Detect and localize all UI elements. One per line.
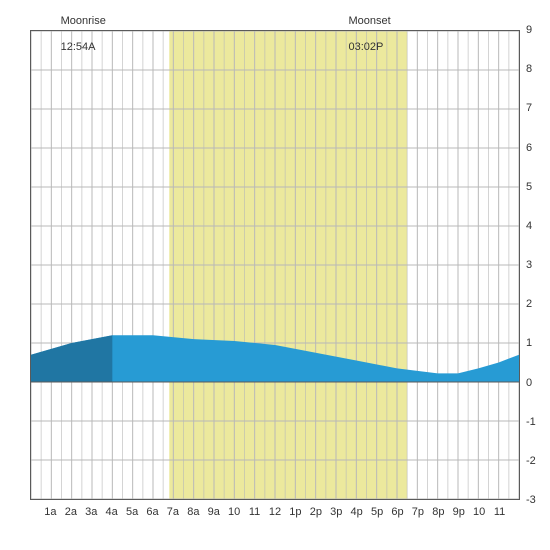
- x-tick-label: 9p: [453, 506, 465, 518]
- x-tick-label: 2p: [310, 506, 322, 518]
- moonset-label: Moonset 03:02P: [336, 2, 390, 67]
- y-tick-label: 9: [526, 24, 532, 36]
- y-tick-label: -1: [526, 416, 536, 428]
- x-tick-label: 4p: [351, 506, 363, 518]
- moonrise-time: 12:54A: [61, 41, 96, 53]
- x-tick-label: 7p: [412, 506, 424, 518]
- x-tick-label: 10: [473, 506, 485, 518]
- y-tick-label: 4: [526, 220, 532, 232]
- x-tick-label: 1p: [289, 506, 301, 518]
- x-tick-label: 1a: [44, 506, 56, 518]
- x-tick-label: 7a: [167, 506, 179, 518]
- x-tick-label: 8p: [432, 506, 444, 518]
- x-tick-label: 5p: [371, 506, 383, 518]
- x-tick-label: 11: [249, 506, 260, 518]
- y-tick-label: 0: [526, 377, 532, 389]
- chart-svg: [31, 31, 519, 499]
- y-tick-label: 8: [526, 63, 532, 75]
- x-tick-label: 3p: [330, 506, 342, 518]
- x-tick-label: 11: [494, 506, 505, 518]
- plot-area: [30, 30, 520, 500]
- x-tick-label: 5a: [126, 506, 138, 518]
- x-tick-label: 2a: [65, 506, 77, 518]
- y-tick-label: 6: [526, 142, 532, 154]
- x-tick-label: 6p: [391, 506, 403, 518]
- y-tick-label: 2: [526, 298, 532, 310]
- x-tick-label: 6a: [146, 506, 158, 518]
- x-tick-label: 3a: [85, 506, 97, 518]
- moonset-title: Moonset: [348, 15, 390, 27]
- y-tick-label: 3: [526, 259, 532, 271]
- moonrise-title: Moonrise: [61, 15, 106, 27]
- y-tick-label: 7: [526, 102, 532, 114]
- y-tick-label: -2: [526, 455, 536, 467]
- x-tick-label: 9a: [208, 506, 220, 518]
- moonrise-label: Moonrise 12:54A: [48, 2, 105, 67]
- grid-major: [31, 31, 519, 499]
- x-tick-label: 10: [228, 506, 240, 518]
- y-tick-label: 1: [526, 337, 532, 349]
- x-tick-label: 12: [269, 506, 281, 518]
- x-tick-label: 4a: [106, 506, 118, 518]
- x-tick-label: 8a: [187, 506, 199, 518]
- y-tick-label: -3: [526, 494, 536, 506]
- tide-chart-container: Moonrise 12:54A Moonset 03:02P 1a 2a 3a 4a 5…: [0, 0, 550, 550]
- y-tick-label: 5: [526, 181, 532, 193]
- moonset-time: 03:02P: [348, 41, 383, 53]
